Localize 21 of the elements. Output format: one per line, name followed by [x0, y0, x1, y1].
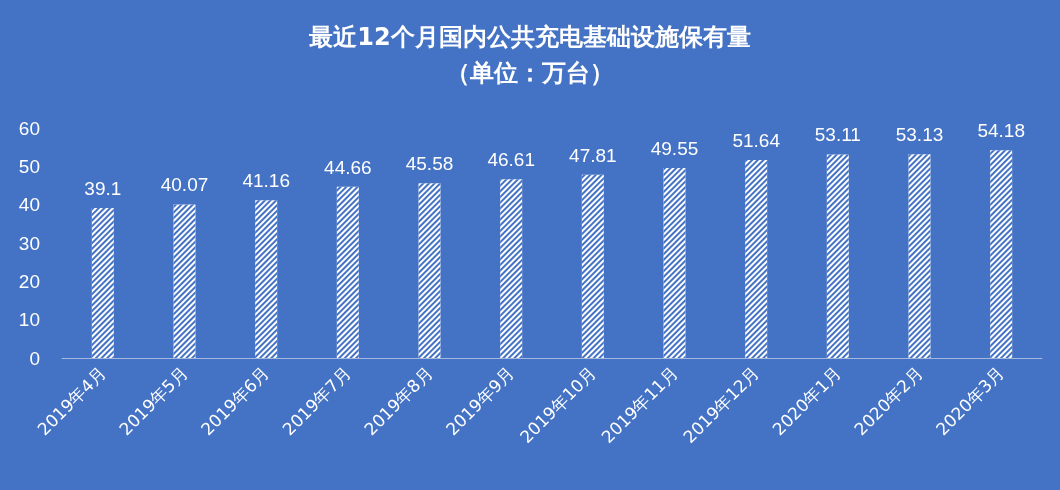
data-label: 54.18: [977, 120, 1025, 142]
data-label: 51.64: [732, 130, 781, 152]
data-label: 46.61: [487, 149, 535, 171]
data-label: 41.16: [242, 170, 290, 192]
y-tick-label: 30: [18, 232, 40, 254]
y-tick-label: 0: [29, 347, 40, 369]
y-tick-label: 60: [18, 117, 40, 139]
y-tick-label: 40: [18, 194, 40, 216]
y-tick-label: 50: [18, 155, 40, 177]
data-label: 45.58: [405, 153, 454, 175]
chart-title: 最近12个月国内公共充电基础设施保有量: [308, 23, 751, 51]
data-label: 53.11: [814, 124, 861, 146]
data-label: 47.81: [569, 144, 617, 166]
y-tick-label: 10: [18, 309, 40, 331]
data-label: 49.55: [650, 138, 699, 160]
chart-subtitle: （单位：万台）: [446, 59, 614, 87]
data-label: 39.1: [84, 178, 122, 200]
data-label: 53.13: [895, 124, 944, 146]
data-label: 40.07: [160, 174, 209, 196]
data-label: 44.66: [324, 156, 372, 178]
y-tick-label: 20: [18, 270, 40, 292]
